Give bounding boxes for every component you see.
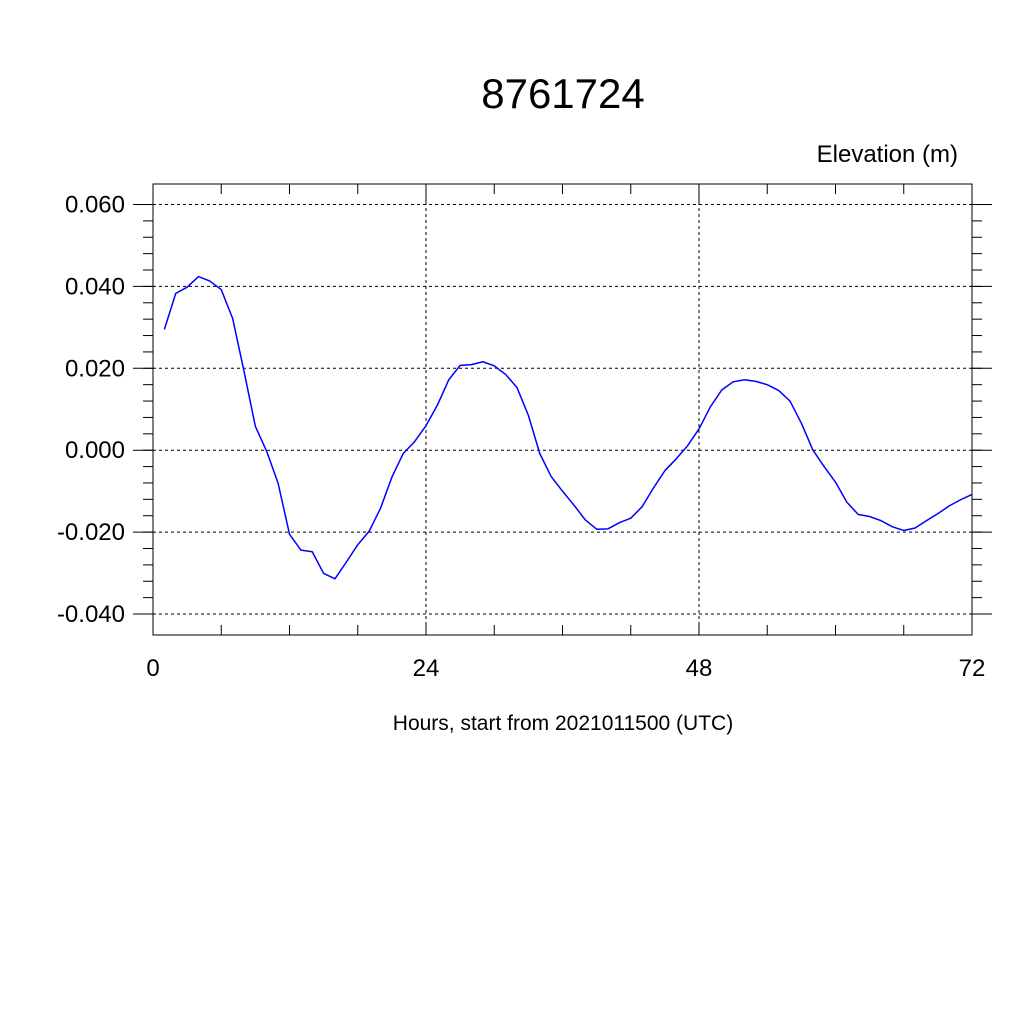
x-tick-label: 24 — [413, 655, 440, 682]
chart-title: 8761724 — [481, 70, 645, 117]
series-layer — [163, 275, 973, 580]
x-tick-label: 48 — [686, 655, 713, 682]
y-tick-label: -0.020 — [57, 519, 125, 546]
series-line — [163, 275, 973, 580]
axis-ticks — [133, 184, 992, 635]
y-tick-label: 0.060 — [65, 192, 125, 219]
x-axis-label: Hours, start from 2021011500 (UTC) — [393, 712, 733, 735]
y-axis-label: Elevation (m) — [817, 141, 958, 168]
y-tick-label: 0.040 — [65, 273, 125, 300]
x-tick-label: 72 — [959, 655, 986, 682]
tick-labels: -0.040 -0.020 0.000 0.020 0.040 0.060 0 24 48 72 — [57, 192, 985, 683]
plot-frame — [152, 183, 973, 636]
grid-lines — [152, 184, 973, 635]
x-tick-label: 0 — [146, 655, 159, 682]
y-tick-label: 0.000 — [65, 437, 125, 464]
y-tick-label: 0.020 — [65, 355, 125, 382]
y-tick-label: -0.040 — [57, 601, 125, 628]
